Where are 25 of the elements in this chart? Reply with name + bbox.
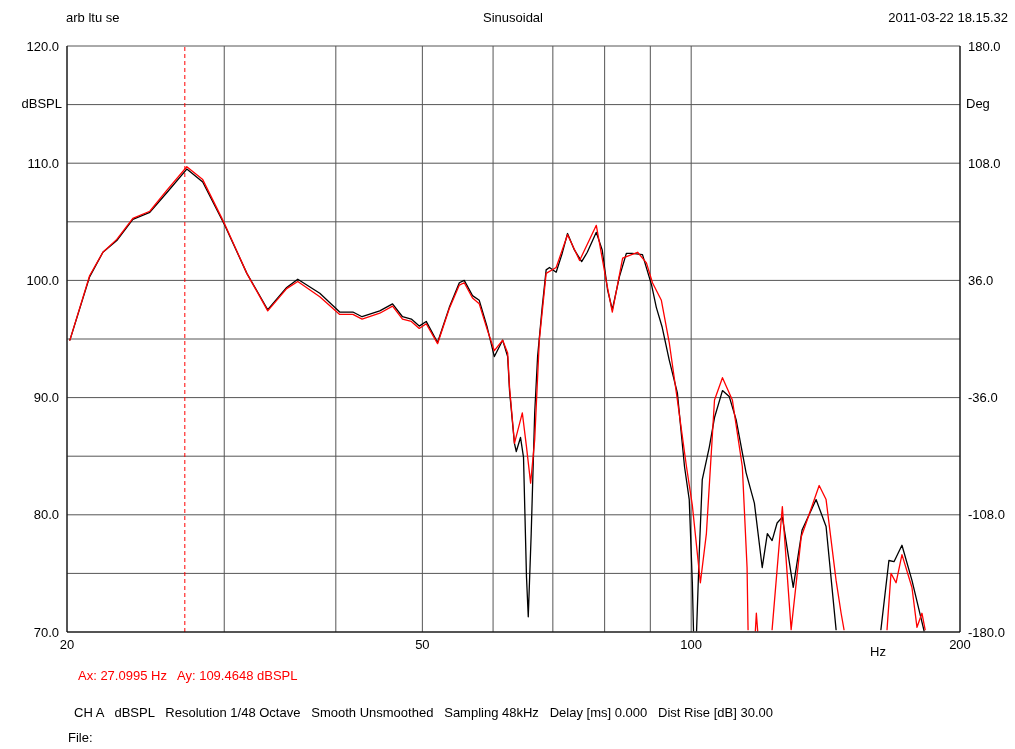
y2-tick-label: 108.0 (968, 155, 1001, 171)
y2-tick-label: -36.0 (968, 390, 998, 406)
text: File: (68, 730, 93, 745)
chart-title: Sinusoidal (483, 10, 543, 25)
y-tick-label: 80.0 (33, 507, 59, 523)
text: arb ltu se (66, 10, 120, 25)
y-axis-title: dBSPL (20, 96, 62, 111)
text: CH A dBSPL Resolution 1/48 Octave Smooth Unsmoothed Sampling 48kHz Delay [ms] 0.000 Dist Rise [dB] 30.00 (74, 705, 773, 720)
text: Ax: 27.0995 Hz Ay: 109.4648 dBSPL (78, 668, 298, 683)
y-tick-label: 100.0 (26, 273, 59, 289)
y2-axis-title: Deg (966, 96, 990, 111)
y-tick-label: 110.0 (27, 155, 59, 171)
x-tick-label: 100 (680, 637, 703, 653)
y2-tick-label: -108.0 (968, 507, 1005, 523)
y2-tick-label: 180.0 (968, 38, 1001, 54)
x-tick-label: 200 (949, 637, 971, 653)
y-tick-label: 70.0 (33, 624, 59, 640)
x-tick-label: 20 (59, 637, 75, 653)
y-tick-label: 90.0 (33, 390, 59, 406)
x-tick-label: 50 (415, 637, 430, 653)
y2-tick-label: -180.0 (968, 624, 1005, 640)
y2-tick-label: 36.0 (968, 273, 994, 289)
x-axis-title: Hz (870, 644, 886, 659)
text: 2011-03-22 18.15.32 (888, 10, 1008, 25)
y-tick-label: 120.0 (26, 38, 59, 54)
